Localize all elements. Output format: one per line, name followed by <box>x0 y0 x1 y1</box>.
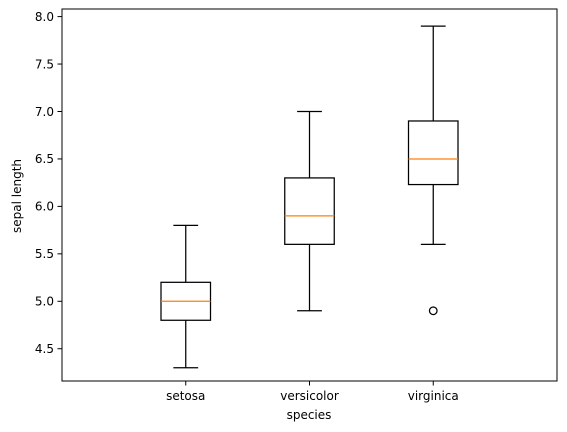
x-tick-label: setosa <box>166 389 205 403</box>
y-tick-label: 5.5 <box>35 247 54 261</box>
y-tick-label: 5.0 <box>35 295 54 309</box>
y-axis-label: sepal length <box>10 159 24 233</box>
x-axis-label: species <box>287 408 332 422</box>
x-tick-label: virginica <box>408 389 459 403</box>
iqr-box <box>407 120 459 186</box>
y-tick-label: 7.5 <box>35 57 54 71</box>
box-versicolor <box>284 110 335 312</box>
y-tick-label: 6.5 <box>35 152 54 166</box>
y-tick-label: 7.0 <box>35 105 54 119</box>
iqr-box <box>284 177 335 245</box>
y-tick-label: 8.0 <box>35 10 54 24</box>
plot-frame <box>61 8 558 382</box>
y-tick-label: 6.0 <box>35 200 54 214</box>
outlier-point <box>428 306 438 316</box>
y-tick-label: 4.5 <box>35 342 54 356</box>
box-setosa <box>160 224 212 369</box>
box-virginica <box>407 25 459 316</box>
x-tick-label: versicolor <box>280 389 339 403</box>
